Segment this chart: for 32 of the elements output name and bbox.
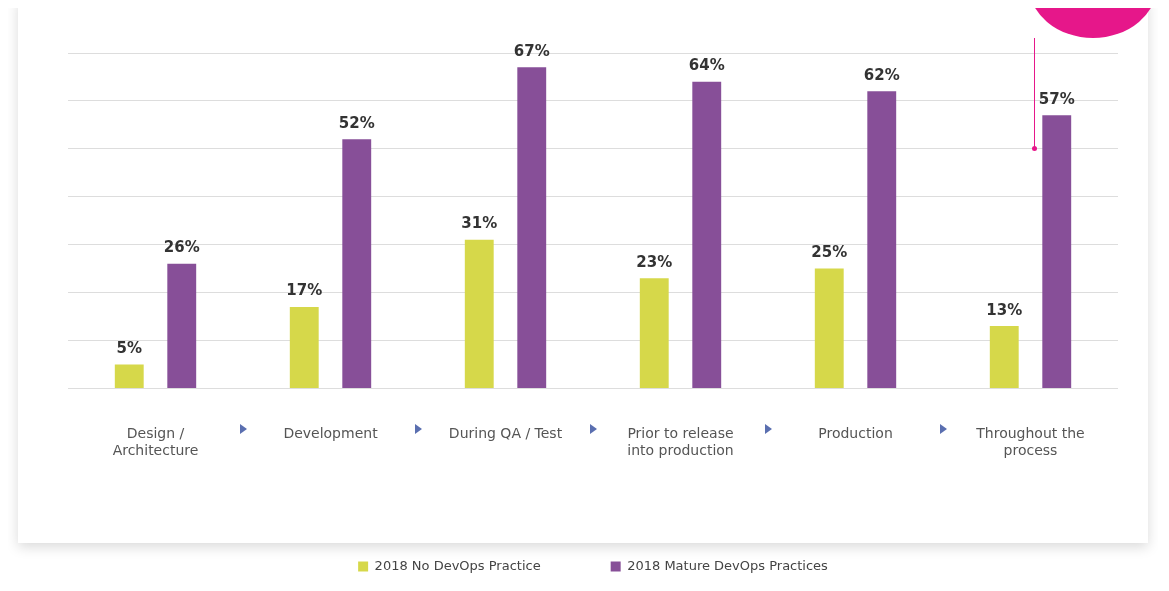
bar: [639, 278, 669, 388]
bar: [867, 91, 897, 388]
data-label: 52%: [338, 113, 375, 132]
data-label: 31%: [461, 214, 498, 233]
bar: [464, 239, 494, 388]
legend-label: 2018 No DevOps Practice: [374, 557, 541, 573]
bar: [289, 306, 319, 388]
bar: [342, 139, 372, 388]
data-label: 23%: [636, 252, 673, 271]
bar: [517, 67, 547, 388]
bar: [989, 326, 1019, 388]
data-label: 62%: [863, 65, 900, 84]
data-label: 26%: [163, 238, 200, 257]
legend-label: 2018 Mature DevOps Practices: [627, 557, 829, 573]
data-label: 13%: [986, 300, 1023, 319]
x-tick-label: Production: [818, 425, 893, 442]
bar: [167, 263, 197, 388]
x-tick-label: Throughout the process: [975, 425, 1085, 459]
bar: [814, 268, 844, 388]
data-label: 64%: [688, 56, 725, 75]
bar: [114, 364, 144, 388]
data-label: 57%: [1038, 89, 1075, 108]
data-label: 67%: [513, 41, 550, 60]
data-label: 5%: [116, 338, 142, 357]
x-tick-label: Design / Architecture: [112, 425, 199, 459]
bar: [1042, 115, 1072, 388]
x-tick-label: Development: [283, 425, 379, 442]
bar: [692, 81, 722, 388]
data-label: 25%: [811, 243, 848, 261]
data-label: 17%: [286, 281, 323, 300]
x-tick-label: During QA / Test: [448, 425, 563, 442]
x-tick-label: Prior to release into production: [627, 425, 734, 459]
